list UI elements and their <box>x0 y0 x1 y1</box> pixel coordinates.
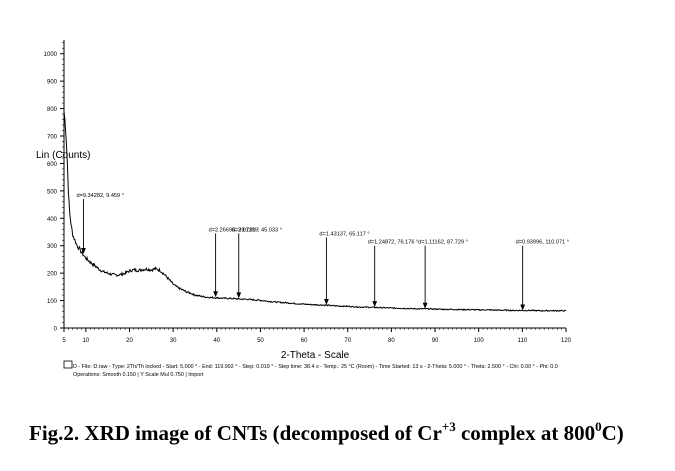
caption-superscript-charge: +3 <box>441 419 456 434</box>
peak-label: d=1.43137, 65.117 ° <box>319 231 369 237</box>
y-tick-label: 600 <box>47 162 58 168</box>
x-tick-group: 5 10 20 30 40 50 60 70 80 90 100 110 120 <box>62 328 572 344</box>
peak-label: d=0.93996, 110.071 ° <box>516 240 569 246</box>
legend-line-1: D - File: D.raw - Type: 2Th/Th locked - … <box>73 364 558 370</box>
peak-marker-arrow <box>236 292 242 299</box>
peak-label: d=2.01195, 45.033 ° <box>232 227 282 233</box>
y-tick-label: 1000 <box>44 52 58 58</box>
x-tick-label: 50 <box>257 338 264 344</box>
y-tick-label: 200 <box>47 272 58 278</box>
y-tick-group: 0 100 200 300 400 500 600 700 800 900 1000 <box>44 42 64 333</box>
figure-caption: Fig.2. XRD image of CNTs (decomposed of … <box>0 419 675 446</box>
peak-annotations: d=9.34282, 9.459 ° d=2.26695, 39.731 °d=2… <box>76 193 569 311</box>
x-tick-label: 10 <box>82 338 89 344</box>
caption-suffix: C) <box>601 421 624 445</box>
peak-marker-arrow <box>324 298 329 305</box>
legend-line-2: Operations: Smooth 0.150 | Y Scale Mul 0… <box>73 372 204 378</box>
y-tick-label: 500 <box>47 189 58 195</box>
y-tick-label: 100 <box>47 299 58 305</box>
y-tick-label: 900 <box>47 80 58 86</box>
y-tick-label: 300 <box>47 244 58 250</box>
caption-superscript-degree: 0 <box>595 419 602 434</box>
x-tick-label: 90 <box>432 338 439 344</box>
x-tick-label: 60 <box>301 338 308 344</box>
y-tick-label: 700 <box>47 135 58 141</box>
peak-marker-arrow <box>520 304 526 311</box>
chart-axes <box>63 40 566 329</box>
x-tick-label: 100 <box>474 338 485 344</box>
peak-marker-arrow <box>422 302 428 309</box>
peak-marker-arrow <box>213 291 219 298</box>
peak-marker-arrow <box>372 301 378 308</box>
x-tick-label: 20 <box>126 338 133 344</box>
x-axis-label: 2-Theta - Scale <box>281 350 350 361</box>
peak-marker-arrow <box>81 247 86 254</box>
legend-swatch <box>63 360 73 369</box>
y-tick-label: 0 <box>54 327 58 333</box>
x-tick-label: 40 <box>213 338 220 344</box>
caption-middle: complex at 800 <box>455 421 596 445</box>
peak-label: d=1.24872, 76.176 ° <box>368 240 419 246</box>
x-tick-label: 70 <box>344 338 351 344</box>
x-tick-label: 5 <box>62 338 66 344</box>
caption-prefix: Fig.2. XRD image of CNTs (decomposed of … <box>29 421 442 445</box>
x-tick-label: 120 <box>561 338 572 344</box>
y-axis-label: Lin (Counts) <box>36 150 90 161</box>
x-tick-label: 30 <box>170 338 177 344</box>
x-tick-label: 110 <box>518 338 528 344</box>
x-tick-label: 80 <box>388 338 395 344</box>
y-tick-label: 800 <box>47 107 58 113</box>
peak-label: d=2.26695, 39.731 ° <box>209 227 260 233</box>
y-tick-label: 400 <box>47 217 58 223</box>
xrd-series-line <box>63 111 567 312</box>
peak-label: d=9.34282, 9.459 ° <box>76 193 124 199</box>
peak-label: d=1.11162, 87.729 ° <box>418 240 468 246</box>
